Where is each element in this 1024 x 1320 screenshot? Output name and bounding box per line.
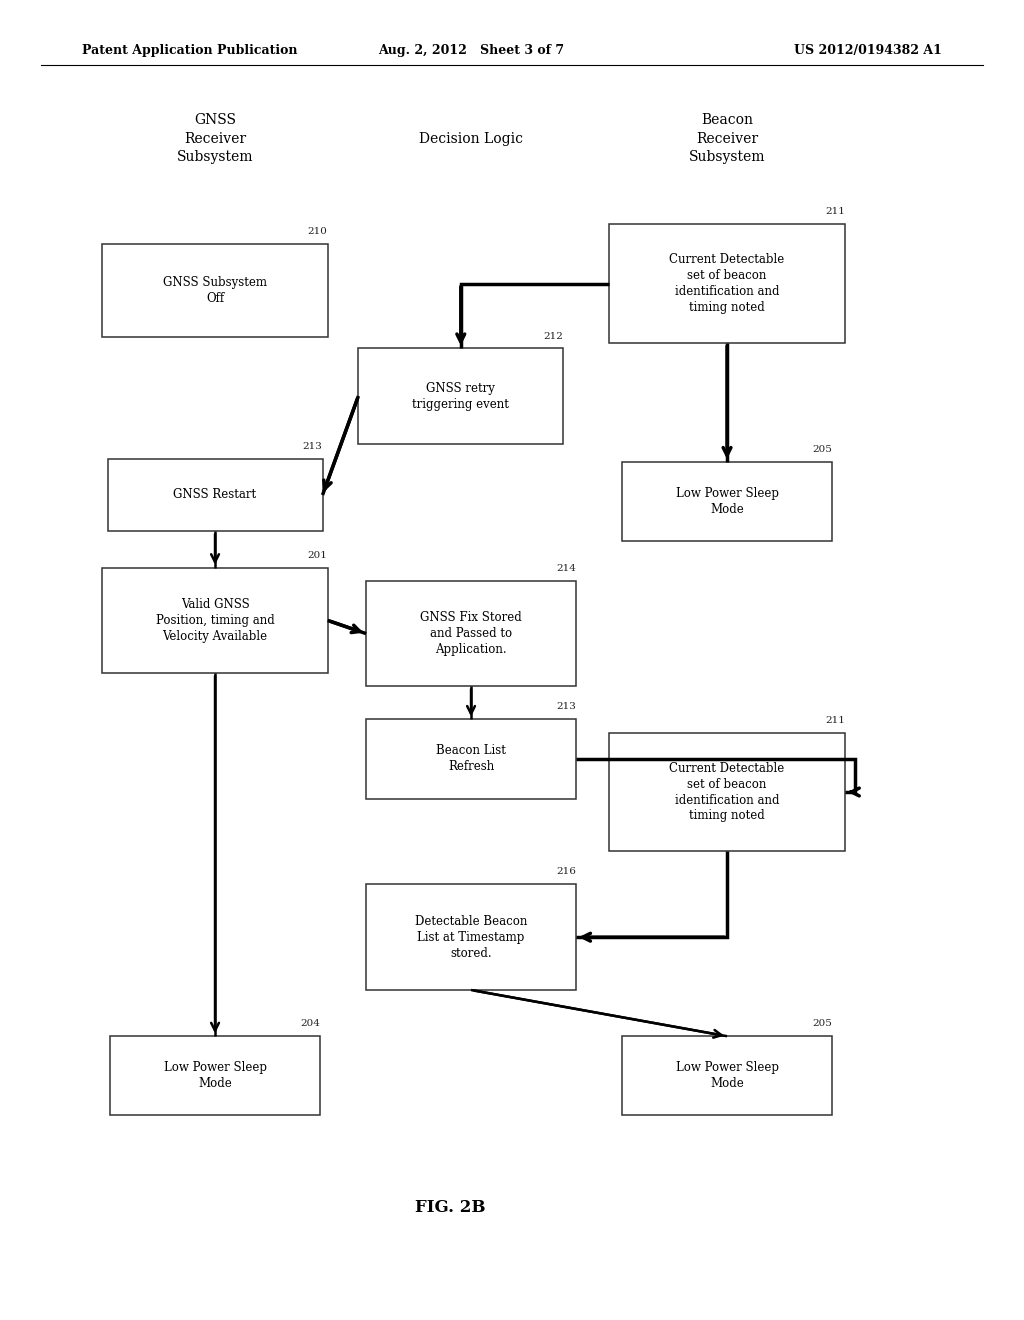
Text: 201: 201 [308,550,328,560]
Text: 204: 204 [300,1019,319,1028]
Text: Low Power Sleep
Mode: Low Power Sleep Mode [676,1061,778,1090]
FancyBboxPatch shape [367,719,575,799]
Text: 210: 210 [308,227,328,236]
FancyBboxPatch shape [102,244,328,337]
Text: Beacon List
Refresh: Beacon List Refresh [436,744,506,774]
Text: Aug. 2, 2012   Sheet 3 of 7: Aug. 2, 2012 Sheet 3 of 7 [378,44,564,57]
Text: 213: 213 [556,702,575,711]
FancyBboxPatch shape [609,733,845,851]
Text: US 2012/0194382 A1: US 2012/0194382 A1 [795,44,942,57]
Text: Low Power Sleep
Mode: Low Power Sleep Mode [164,1061,266,1090]
Text: Current Detectable
set of beacon
identification and
timing noted: Current Detectable set of beacon identif… [670,253,784,314]
Text: Beacon
Receiver
Subsystem: Beacon Receiver Subsystem [689,114,765,164]
Text: Decision Logic: Decision Logic [419,132,523,145]
Text: GNSS
Receiver
Subsystem: GNSS Receiver Subsystem [177,114,253,164]
FancyBboxPatch shape [102,568,328,673]
FancyBboxPatch shape [622,1036,831,1115]
Text: 212: 212 [544,331,563,341]
Text: Detectable Beacon
List at Timestamp
stored.: Detectable Beacon List at Timestamp stor… [415,915,527,960]
FancyBboxPatch shape [367,884,575,990]
FancyBboxPatch shape [609,224,845,343]
FancyBboxPatch shape [367,581,575,686]
Text: 205: 205 [812,1019,831,1028]
FancyBboxPatch shape [358,348,563,444]
Text: GNSS retry
triggering event: GNSS retry triggering event [413,381,509,411]
Text: 216: 216 [556,867,575,876]
Text: 211: 211 [825,207,845,216]
FancyBboxPatch shape [111,1036,319,1115]
Text: 214: 214 [556,564,575,573]
FancyBboxPatch shape [622,462,831,541]
Text: GNSS Fix Stored
and Passed to
Application.: GNSS Fix Stored and Passed to Applicatio… [420,611,522,656]
Text: Low Power Sleep
Mode: Low Power Sleep Mode [676,487,778,516]
Text: 211: 211 [825,715,845,725]
Text: FIG. 2B: FIG. 2B [416,1200,485,1216]
FancyBboxPatch shape [108,458,323,531]
Text: Valid GNSS
Position, timing and
Velocity Available: Valid GNSS Position, timing and Velocity… [156,598,274,643]
Text: Patent Application Publication: Patent Application Publication [82,44,297,57]
Text: 213: 213 [303,442,323,451]
Text: GNSS Restart: GNSS Restart [173,488,257,502]
Text: Current Detectable
set of beacon
identification and
timing noted: Current Detectable set of beacon identif… [670,762,784,822]
Text: 205: 205 [812,445,831,454]
Text: GNSS Subsystem
Off: GNSS Subsystem Off [163,276,267,305]
